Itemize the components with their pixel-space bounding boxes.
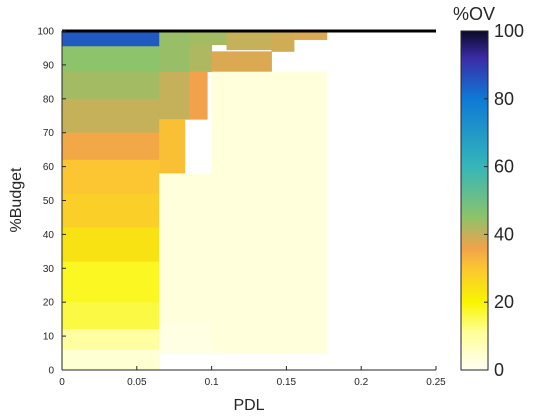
y-ticks: 0 10 20 30 40 50 60 70 80 90 100 [37,27,66,377]
heatmap-cell-18 [62,227,160,263]
colorbar-tick-label: 40 [494,224,514,244]
y-tick-label: 40 [43,230,55,241]
x-ticks: 0 0.05 0.1 0.15 0.2 0.25 [59,366,446,388]
heatmap-cell-9 [211,51,272,73]
colorbar-tick-label: 60 [494,157,514,177]
y-tick-label: 30 [43,264,55,275]
heatmap-cell-16 [62,159,160,195]
heatmap-cells [62,31,328,371]
y-tick-label: 100 [37,27,54,38]
heatmap-cell-21 [62,329,160,351]
heatmap-cell-2 [189,31,228,46]
y-tick-label: 80 [43,94,55,105]
y-tick-label: 50 [43,196,55,207]
x-axis-label: PDL [233,397,264,414]
heatmap-cell-8 [189,44,213,73]
y-tick-label: 0 [48,366,54,377]
heatmap-cell-12 [189,71,208,120]
y-axis-label: %Budget [8,167,25,232]
heatmap-cell-1 [159,31,190,39]
colorbar-tick-label: 100 [494,21,524,41]
heatmap-cell-10 [62,71,160,100]
colorbar-tick-label: 20 [494,292,514,312]
colorbar: 0 20 40 60 80 100 %OV [453,4,524,380]
heatmap-cell-20 [62,302,160,330]
colorbar-tick-label: 80 [494,89,514,109]
x-tick-label: 0.05 [127,377,147,388]
heatmap-cell-13 [62,98,160,134]
colorbar-ticks: 0 20 40 60 80 100 [484,21,524,380]
heatmap-cell-25 [159,322,213,354]
x-tick-label: 0.2 [354,377,368,388]
heatmap-cell-6 [62,46,160,73]
y-tick-label: 90 [43,60,55,71]
heatmap-cell-4 [271,31,295,52]
heatmap-cell-17 [62,193,160,229]
x-tick-label: 0.15 [277,377,297,388]
heatmap-cell-11 [159,71,190,120]
axes: 0 0.05 0.1 0.15 0.2 0.25 0 10 20 30 40 50 60 70 80 90 1… [37,27,446,389]
y-tick-label: 20 [43,298,55,309]
heatmap-cell-5 [293,31,328,40]
heatmap-cell-22 [62,349,160,371]
heatmap-cell-14 [62,132,160,161]
x-tick-label: 0 [59,377,65,388]
y-tick-label: 10 [43,332,55,343]
x-tick-label: 0.1 [205,377,219,388]
y-tick-label: 70 [43,128,55,139]
colorbar-tick-label: 0 [494,360,504,380]
heatmap-cell-3 [226,31,272,51]
x-tick-label: 0.25 [426,377,446,388]
heatmap-cell-19 [62,261,160,303]
y-tick-label: 60 [43,162,55,173]
heatmap-cell-23 [159,173,213,324]
heatmap-cell-7 [159,37,190,73]
heatmap-cell-0 [62,31,160,47]
colorbar-title: %OV [453,4,495,24]
heatmap-cell-24 [211,71,328,354]
plot-area [62,29,436,371]
colorbar-gradient [460,30,489,371]
heatmap-cell-15 [159,119,186,174]
